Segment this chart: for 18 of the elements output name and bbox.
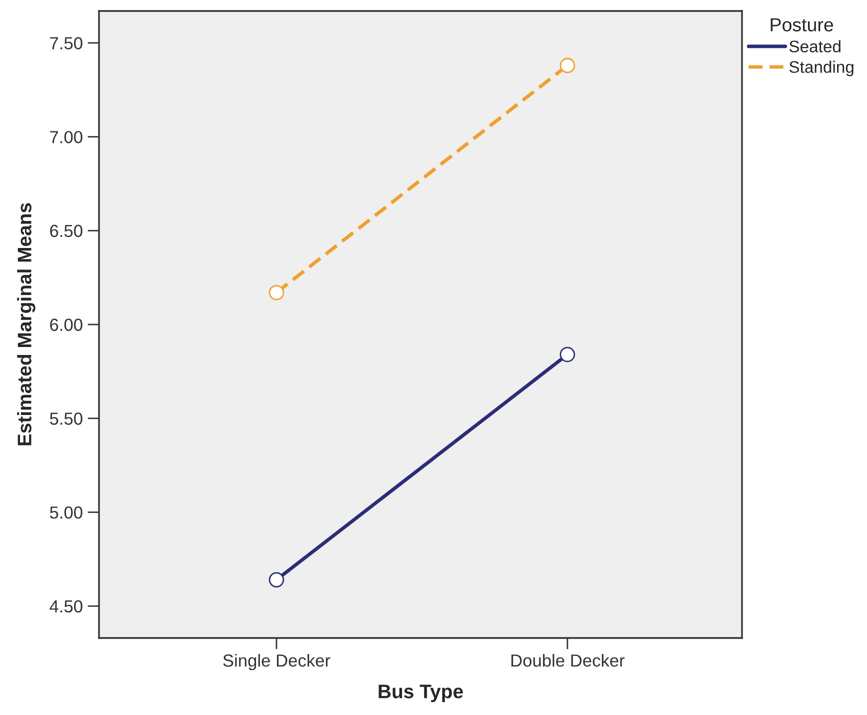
y-tick-label: 6.00 — [50, 318, 82, 331]
x-tick-label: Single Decker — [223, 654, 330, 670]
y-tick-label: 7.50 — [50, 37, 82, 50]
legend-label: Seated — [789, 40, 840, 52]
y-tick-label: 6.50 — [50, 224, 82, 238]
legend-title: Posture — [770, 18, 834, 32]
legend-label: Standing — [789, 60, 854, 76]
point — [560, 346, 576, 362]
y-tick-label: 7.00 — [50, 130, 82, 144]
point — [560, 58, 576, 74]
y-tick-label: 5.00 — [50, 506, 82, 519]
y-tick-label: 5.50 — [50, 412, 82, 425]
x-axis-title: Bus Type — [378, 684, 463, 702]
point — [268, 572, 284, 588]
point — [268, 284, 284, 300]
y-tick-label: 4.50 — [50, 600, 82, 613]
y-axis-title: Estimated Marginal Means — [17, 203, 36, 446]
x-tick-label: Double Decker — [511, 654, 625, 667]
